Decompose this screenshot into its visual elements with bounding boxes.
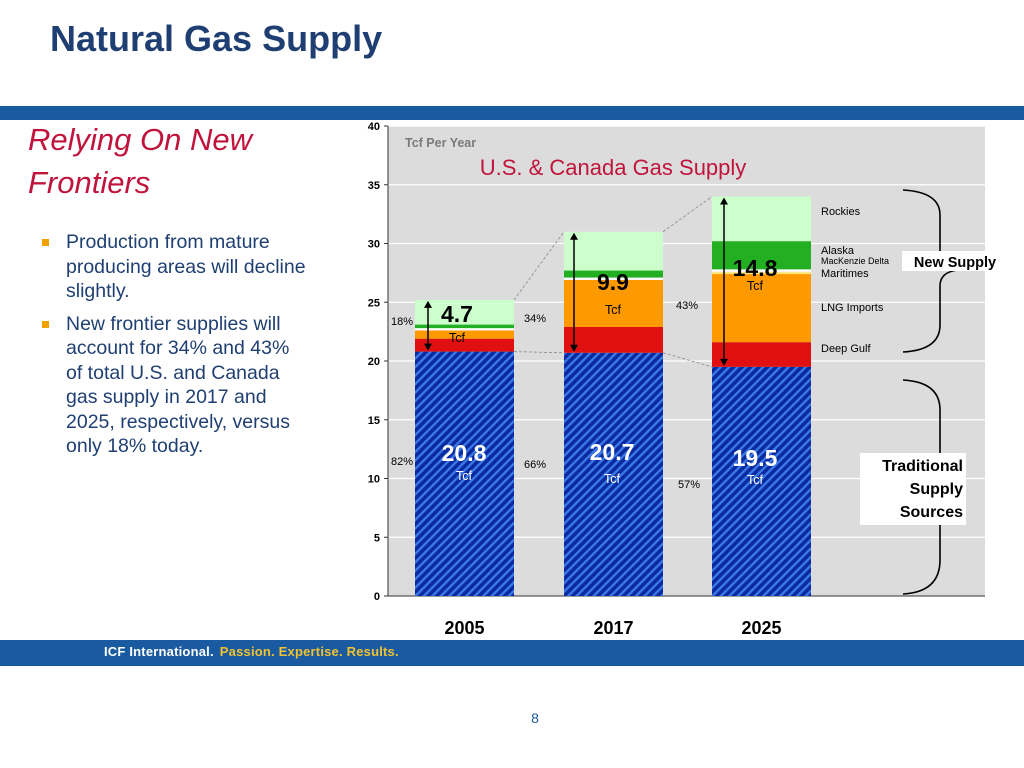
traditional-pct: 57%	[678, 479, 700, 491]
legend-label: Maritimes	[821, 268, 869, 280]
legend-label: Deep Gulf	[821, 343, 871, 355]
bar-segment	[415, 330, 514, 339]
new-supply-total: 14.8	[733, 255, 778, 281]
slide-subtitle: Relying On New Frontiers	[28, 122, 252, 200]
new-supply-total: 9.9	[597, 269, 629, 295]
arrow-head-down-icon	[720, 358, 728, 366]
traditional-pct: 66%	[524, 459, 546, 471]
bar-segment	[415, 299, 514, 325]
connector-line	[513, 231, 565, 301]
traditional-pct: 82%	[391, 456, 413, 468]
bar-segment	[415, 351, 514, 596]
bar-segment	[564, 231, 663, 271]
new-supply-label: New Supply	[914, 255, 996, 271]
bullet-text: New frontier supplies will account for 3…	[66, 312, 290, 458]
bar-segment	[415, 338, 514, 352]
bullet-item: New frontier supplies will account for 3…	[40, 312, 310, 459]
new-supply-unit: Tcf	[747, 279, 764, 293]
y-tick-label: 20	[368, 356, 380, 368]
traditional-total: 20.7	[590, 439, 635, 465]
header-band	[0, 106, 1024, 120]
bar-segment	[712, 366, 811, 596]
traditional-total: 20.8	[442, 440, 487, 466]
bar-segment	[712, 271, 811, 275]
y-tick-label: 10	[368, 474, 380, 486]
bar-segment	[712, 241, 811, 270]
bar-segment	[415, 324, 514, 329]
footer-company: ICF International.	[104, 644, 214, 659]
bullet-item: Production from mature producing areas w…	[40, 230, 310, 304]
slide-title: Natural Gas Supply	[50, 18, 383, 59]
new-supply-unit: Tcf	[605, 303, 622, 317]
y-tick-label: 25	[368, 297, 380, 309]
legend-label: LNG Imports	[821, 302, 884, 314]
legend-label: MacKenzie Delta	[821, 256, 889, 266]
new-supply-total: 4.7	[441, 301, 473, 327]
bar-segment	[712, 274, 811, 343]
y-tick-label: 30	[368, 239, 380, 251]
footer-band	[0, 640, 1024, 666]
bar-segment	[564, 277, 663, 280]
bar-segment	[712, 342, 811, 367]
bar-segment	[564, 326, 663, 353]
chart-unit-label: Tcf Per Year	[405, 136, 476, 150]
arrow-head-down-icon	[570, 344, 578, 352]
new-supply-label-bg	[902, 251, 1008, 271]
traditional-label-bg	[860, 453, 966, 525]
arrow-head-down-icon	[424, 343, 432, 351]
traditional-label-line: Traditional	[882, 458, 963, 475]
bar-segment	[564, 270, 663, 278]
chart-title: U.S. & Canada Gas Supply	[480, 155, 747, 180]
traditional-unit: Tcf	[456, 469, 473, 483]
arrow-head-up-icon	[570, 232, 578, 240]
y-tick-label: 35	[368, 180, 380, 192]
bar-segment	[415, 328, 514, 331]
y-tick-label: 0	[374, 591, 380, 603]
footer-tagline: Passion. Expertise. Results.	[219, 644, 399, 659]
bullet-square-icon	[42, 239, 49, 246]
bullet-text: Production from mature producing areas w…	[66, 231, 306, 302]
page-number: 8	[531, 710, 539, 726]
footer-brand: ICF International. Passion. Expertise. Re…	[104, 644, 399, 659]
connector-line	[513, 351, 565, 354]
y-tick-label: 5	[374, 532, 380, 544]
legend-label: Rockies	[821, 206, 861, 218]
new-supply-pct: 18%	[391, 316, 413, 328]
traditional-label-line: Sources	[900, 504, 963, 521]
bar-segment	[712, 196, 811, 242]
bullet-square-icon	[42, 320, 49, 328]
connector-line	[662, 352, 713, 368]
traditional-unit: Tcf	[747, 473, 764, 487]
new-supply-unit: Tcf	[449, 331, 466, 345]
connector-line	[662, 196, 713, 233]
x-tick-label: 2005	[444, 618, 484, 638]
legend-label: Alaska	[821, 245, 855, 257]
x-tick-label: 2025	[741, 618, 781, 638]
traditional-unit: Tcf	[604, 472, 621, 486]
new-supply-pct: 43%	[676, 300, 698, 312]
bar-segment	[564, 279, 663, 327]
traditional-total: 19.5	[733, 445, 778, 471]
bar-segment	[564, 352, 663, 596]
traditional-label-line: Supply	[910, 481, 963, 498]
new-supply-pct: 34%	[524, 313, 546, 325]
y-tick-label: 15	[368, 415, 380, 427]
y-tick-label: 40	[368, 121, 380, 133]
x-tick-label: 2017	[593, 618, 633, 638]
arrow-head-up-icon	[720, 197, 728, 205]
bar-segment	[712, 269, 811, 272]
bullet-list: Production from mature producing areas w…	[40, 230, 310, 467]
arrow-head-up-icon	[424, 300, 432, 308]
